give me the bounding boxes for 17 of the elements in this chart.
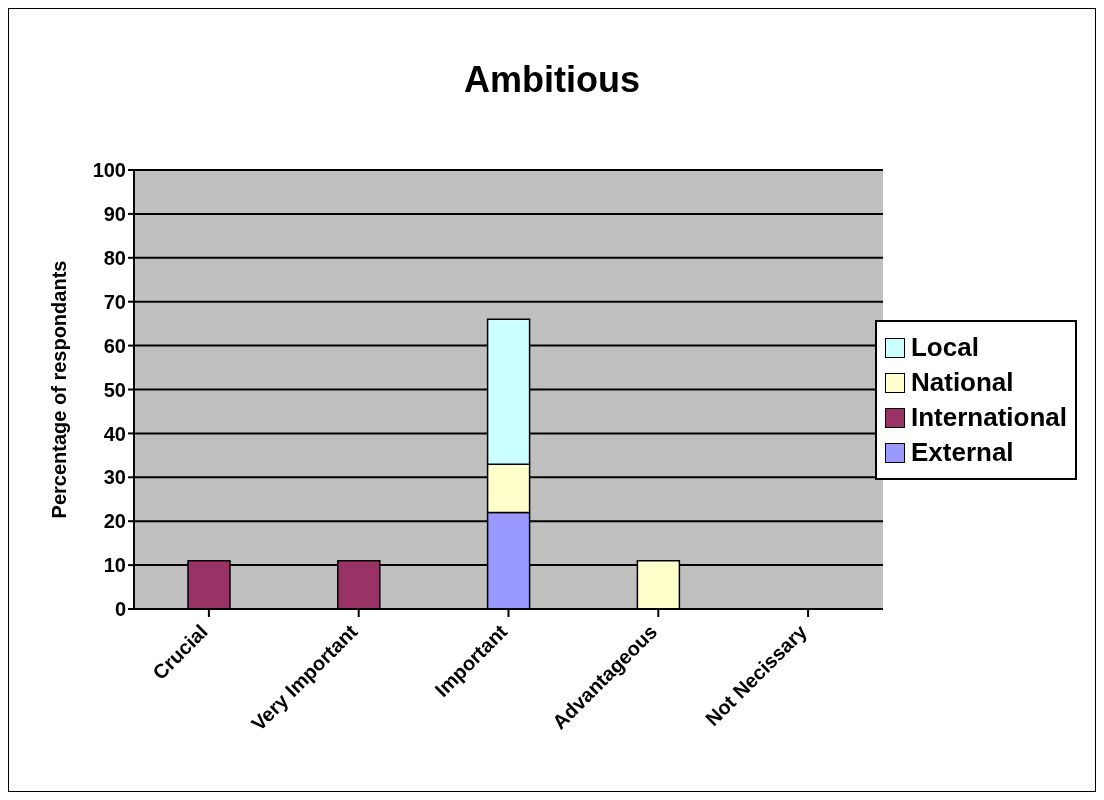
y-tick-label: 40 [103,422,126,445]
y-tick-label: 50 [103,378,126,401]
chart-title: Ambitious [463,59,641,101]
legend-label: National [910,367,1014,398]
y-tick-label: 30 [103,466,126,489]
y-tick-label: 100 [92,159,126,182]
y-tick-label: 90 [103,203,126,225]
legend-label: Local [910,332,979,363]
legend-label: International [910,402,1067,433]
y-tick-label: 20 [103,510,126,533]
y-tick-label: 0 [114,598,126,621]
legend-label: External [910,437,1014,468]
y-tick-label: 60 [103,334,126,357]
y-tick-label: 10 [103,554,126,577]
y-tick-label: 70 [103,290,126,313]
y-tick-label: 80 [103,246,126,269]
y-axis-title: Percentage of respondants [48,260,71,519]
